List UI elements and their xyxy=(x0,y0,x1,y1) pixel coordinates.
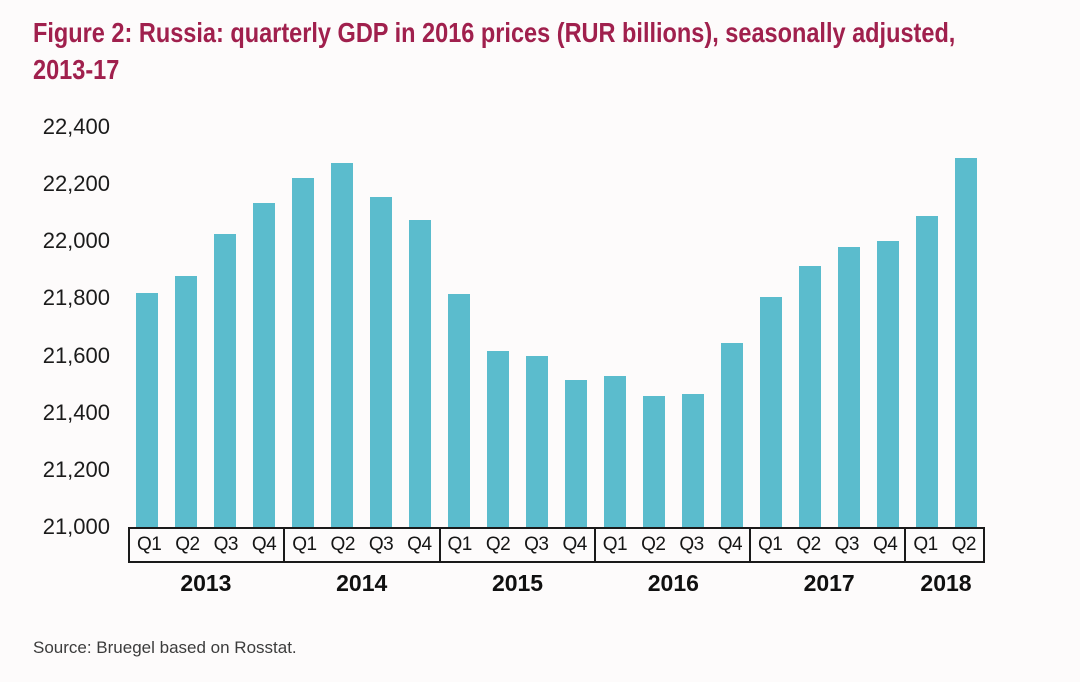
bar-2013-Q3 xyxy=(214,234,237,527)
figure-title-line2: 2013-17 xyxy=(33,54,120,85)
quarter-group-2017: Q1 Q2 Q3 Q4 xyxy=(751,529,907,561)
quarter-label-2017-Q3: Q3 xyxy=(834,534,860,555)
year-label-2018: 2018 xyxy=(920,570,972,596)
bar-2017-Q3 xyxy=(837,247,860,527)
quarter-label-2013-Q2: Q2 xyxy=(175,534,200,555)
bar-2013-Q2 xyxy=(175,275,198,527)
y-tick-label: 21,200 xyxy=(42,456,110,482)
bar-2014-Q3 xyxy=(370,197,393,527)
year-label-2014: 2014 xyxy=(336,570,388,596)
x-axis-quarter-box: Q1 Q2 Q3 Q4 Q1 Q2 Q3 Q4 Q1 Q2 Q3 Q4 Q1 Q2 Q3 Q4 Q1 Q2 Q3 Q4… xyxy=(128,527,985,563)
quarter-label-2017-Q4: Q4 xyxy=(872,534,898,555)
y-tick-label: 22,000 xyxy=(42,228,110,254)
quarter-label-2015-Q2: Q2 xyxy=(485,534,511,555)
year-label-2015: 2015 xyxy=(491,570,544,596)
y-tick-label: 21,600 xyxy=(42,342,110,368)
bar-2017-Q2 xyxy=(798,265,821,527)
year-label-2017: 2017 xyxy=(803,570,855,596)
quarter-label-2017-Q1: Q1 xyxy=(758,534,783,555)
source-note: Source: Bruegel based on Rosstat. xyxy=(33,638,297,657)
bar-2016-Q4 xyxy=(720,342,743,527)
bar-2014-Q2 xyxy=(331,162,354,527)
plot-area xyxy=(128,127,985,527)
quarter-label-2014-Q4: Q4 xyxy=(407,534,432,555)
quarter-label-2017-Q2: Q2 xyxy=(796,534,821,555)
y-tick-label: 21,000 xyxy=(42,514,110,539)
bar-2015-Q2 xyxy=(487,351,510,527)
quarter-label-2013-Q1: Q1 xyxy=(136,534,162,555)
figure-title-line1: Figure 2: Russia: quarterly GDP in 2016 … xyxy=(33,17,956,48)
bar-2016-Q3 xyxy=(681,394,704,527)
bar-2015-Q3 xyxy=(526,355,549,527)
bar-2013-Q4 xyxy=(253,202,276,527)
quarter-label-2014-Q1: Q1 xyxy=(292,534,317,555)
year-label-2013: 2013 xyxy=(180,570,232,596)
quarter-group-2016: Q1 Q2 Q3 Q4 xyxy=(596,529,752,561)
bar-2018-Q2 xyxy=(954,158,977,527)
quarter-label-2013-Q3: Q3 xyxy=(213,534,239,555)
quarter-label-2015-Q4: Q4 xyxy=(562,534,587,555)
quarter-label-2016-Q1: Q1 xyxy=(602,534,628,555)
quarter-label-2016-Q4: Q4 xyxy=(717,534,743,555)
x-axis-year-labels: 2013 2014 2015 2016 2017 2018 xyxy=(128,567,985,599)
quarter-label-2015-Q3: Q3 xyxy=(524,534,549,555)
bar-2015-Q1 xyxy=(448,294,471,527)
y-tick-label: 21,800 xyxy=(42,285,110,311)
quarter-label-2016-Q2: Q2 xyxy=(641,534,666,555)
bar-2017-Q4 xyxy=(876,241,899,527)
quarter-group-2018: Q1 Q2 xyxy=(906,529,983,561)
bar-2014-Q1 xyxy=(292,178,315,527)
y-tick-label: 22,200 xyxy=(42,171,110,197)
bar-2014-Q4 xyxy=(409,219,432,527)
quarter-group-2014: Q1 Q2 Q3 Q4 xyxy=(285,529,441,561)
y-tick-label: 21,400 xyxy=(42,399,110,425)
quarter-label-2014-Q3: Q3 xyxy=(368,534,394,555)
bar-2016-Q1 xyxy=(603,375,626,527)
quarter-group-2013: Q1 Q2 Q3 Q4 xyxy=(130,529,286,561)
y-tick-label: 22,400 xyxy=(42,114,110,139)
bar-2018-Q1 xyxy=(915,215,938,527)
quarter-label-2015-Q1: Q1 xyxy=(447,534,473,555)
quarter-label-2013-Q4: Q4 xyxy=(251,534,277,555)
quarter-group-2015: Q1 Q2 Q3 Q4 xyxy=(441,529,596,561)
quarter-label-2018-Q2: Q2 xyxy=(951,534,977,555)
quarter-label-2016-Q3: Q3 xyxy=(679,534,704,555)
bar-2015-Q4 xyxy=(564,379,587,527)
figure-title: Figure 2: Russia: quarterly GDP in 2016 … xyxy=(33,14,1075,88)
bar-2017-Q1 xyxy=(759,297,782,527)
quarter-label-2014-Q2: Q2 xyxy=(330,534,356,555)
bar-2016-Q2 xyxy=(642,395,665,527)
year-label-2016: 2016 xyxy=(647,570,699,596)
quarter-label-2018-Q1: Q1 xyxy=(913,534,938,555)
bar-2013-Q1 xyxy=(136,292,159,527)
